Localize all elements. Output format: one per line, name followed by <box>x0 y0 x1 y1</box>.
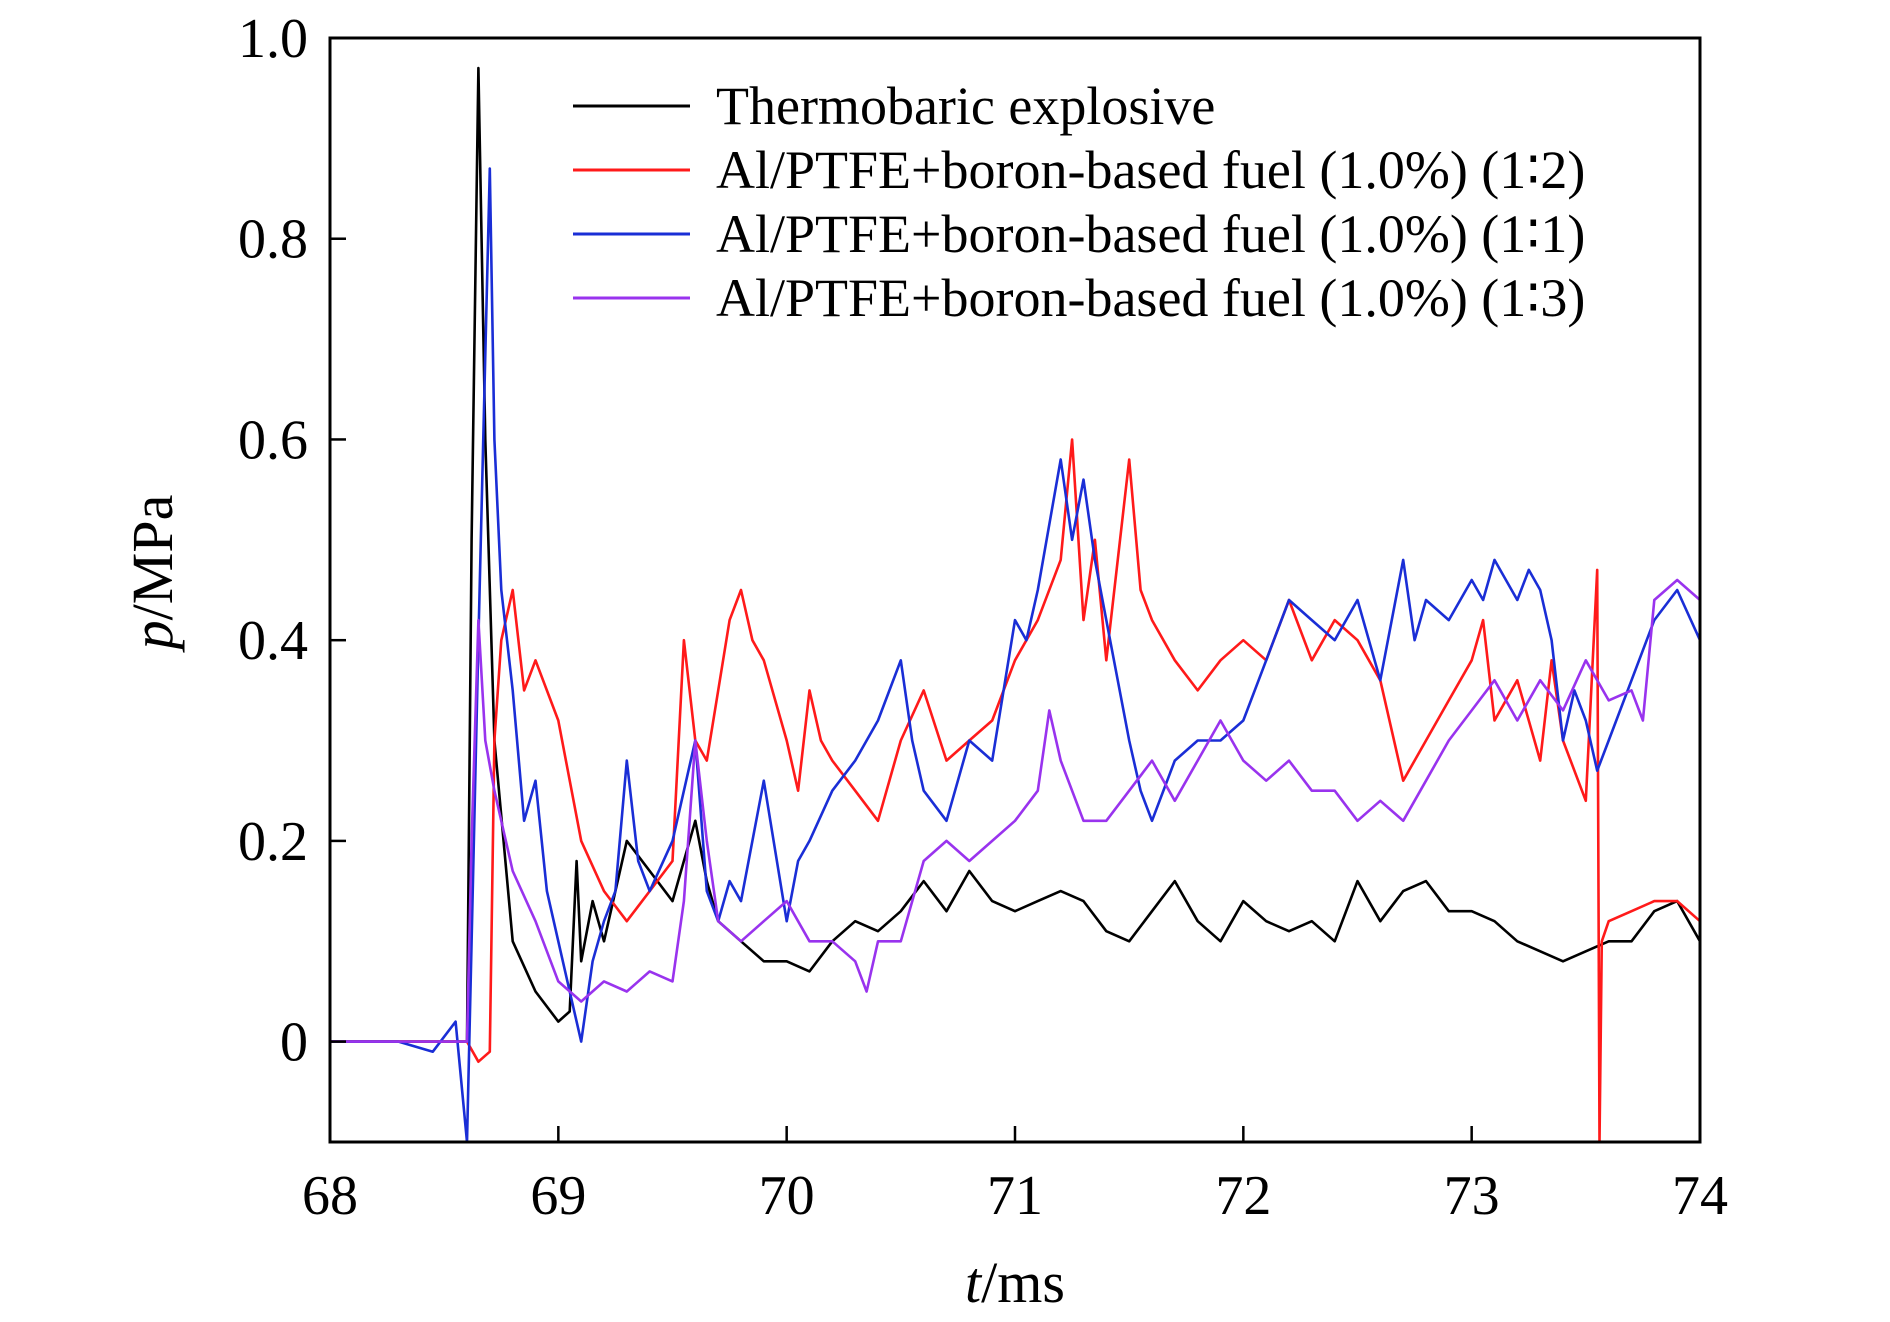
series-layer <box>328 66 1702 1144</box>
y-tick-label: 0.6 <box>238 409 308 471</box>
x-tick-label: 68 <box>302 1165 358 1227</box>
y-tick-label: 0.2 <box>238 811 308 873</box>
x-tick-label: 74 <box>1672 1165 1728 1227</box>
x-ticks: 68 69 70 71 72 73 74 <box>302 1126 1728 1227</box>
legend-label-4: Al/PTFE+boron-based fuel (1.0%) (1∶3) <box>716 268 1585 328</box>
y-tick-label: 0.4 <box>238 610 308 672</box>
x-tick-label: 71 <box>987 1165 1043 1227</box>
y-tick-label: 1.0 <box>238 8 308 70</box>
y-tick-label: 0.8 <box>238 209 308 271</box>
y-tick-label: 0 <box>280 1012 308 1074</box>
x-tick-label: 70 <box>759 1165 815 1227</box>
series-line-1 <box>328 66 1702 1043</box>
x-tick-label: 73 <box>1444 1165 1500 1227</box>
legend: Thermobaric explosiveAl/PTFE+boron-based… <box>573 76 1585 328</box>
series-line-3 <box>328 167 1702 1144</box>
legend-label-3: Al/PTFE+boron-based fuel (1.0%) (1∶1) <box>716 204 1585 264</box>
x-tick-label: 72 <box>1215 1165 1271 1227</box>
legend-label-2: Al/PTFE+boron-based fuel (1.0%) (1∶2) <box>716 140 1585 200</box>
y-ticks: 0 0.2 0.4 0.6 0.8 1.0 <box>238 8 346 1074</box>
x-tick-label: 69 <box>530 1165 586 1227</box>
series-line-4 <box>328 578 1702 1043</box>
x-axis-title: t/ms <box>965 1250 1065 1315</box>
y-axis-title: p/MPa <box>120 495 185 654</box>
legend-label-1: Thermobaric explosive <box>716 76 1215 136</box>
